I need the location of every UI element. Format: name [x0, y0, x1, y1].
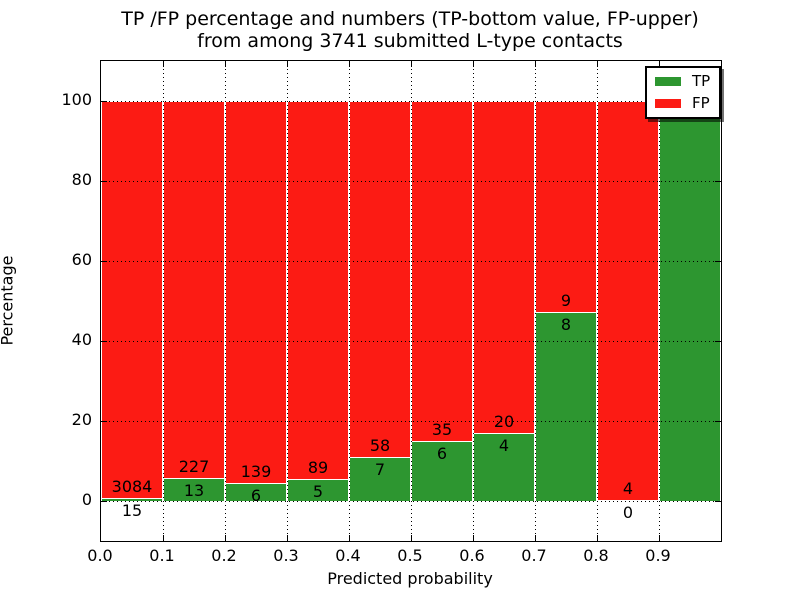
fp-bar-segment — [225, 101, 287, 485]
legend-item-tp: TP — [655, 73, 710, 90]
x-tick-label: 0.4 — [335, 546, 361, 565]
fp-count-label: 9 — [560, 290, 572, 310]
x-tick-mark — [224, 535, 226, 541]
legend: TP FP — [645, 66, 722, 119]
fp-bar-segment — [163, 101, 225, 480]
x-tick-label: 0.7 — [521, 546, 547, 565]
legend-label-tp: TP — [692, 72, 711, 90]
gridline-vertical — [162, 61, 164, 541]
chart-title-line2: from among 3741 submitted L-type contact… — [197, 30, 623, 52]
x-tick-mark — [596, 61, 598, 67]
tp-count-label: 7 — [374, 459, 386, 479]
y-tick-label: 20 — [71, 410, 92, 429]
y-tick-label: 60 — [71, 250, 92, 269]
tp-bar-segment — [411, 442, 473, 501]
tp-count-label: 8 — [560, 314, 572, 334]
x-tick-mark — [162, 535, 164, 541]
y-tick-mark — [715, 420, 721, 422]
x-tick-mark — [472, 535, 474, 541]
x-axis-label: Predicted probability — [327, 569, 493, 588]
fp-count-label: 35 — [431, 420, 453, 440]
x-tick-label: 0.0 — [87, 546, 113, 565]
tp-count-label: 5 — [312, 481, 324, 501]
tp-bar-segment — [659, 101, 721, 501]
y-tick-mark — [715, 260, 721, 262]
y-tick-mark — [715, 340, 721, 342]
tp-count-label: 15 — [121, 501, 143, 521]
x-tick-label: 0.8 — [583, 546, 609, 565]
tp-count-label: 4 — [498, 436, 510, 456]
fp-bar-segment — [535, 101, 597, 313]
x-tick-mark — [472, 61, 474, 67]
x-tick-mark — [162, 61, 164, 67]
x-tick-mark — [410, 535, 412, 541]
y-tick-mark — [101, 100, 107, 102]
tp-count-label: 6 — [436, 444, 448, 464]
y-tick-label: 40 — [71, 330, 92, 349]
legend-item-fp: FP — [655, 95, 710, 112]
fp-bar-segment — [473, 101, 535, 435]
fp-swatch-icon — [655, 99, 681, 108]
x-tick-mark — [534, 535, 536, 541]
x-tick-mark — [658, 61, 660, 67]
gridline-vertical — [348, 61, 350, 541]
x-tick-mark — [596, 535, 598, 541]
x-tick-mark — [534, 61, 536, 67]
fp-count-label: 139 — [240, 462, 272, 482]
y-tick-mark — [715, 500, 721, 502]
tp-bar-segment — [535, 312, 597, 501]
fp-bar-segment — [411, 101, 473, 443]
legend-label-fp: FP — [692, 94, 710, 112]
x-tick-label: 0.2 — [211, 546, 237, 565]
y-tick-label: 80 — [71, 170, 92, 189]
gridline-vertical — [286, 61, 288, 541]
gridline-vertical — [658, 61, 660, 541]
x-tick-mark — [348, 61, 350, 67]
x-tick-label: 0.9 — [645, 546, 671, 565]
x-tick-label: 0.5 — [397, 546, 423, 565]
y-tick-mark — [101, 180, 107, 182]
y-tick-mark — [101, 260, 107, 262]
fp-count-label: 20 — [493, 412, 515, 432]
y-tick-mark — [715, 180, 721, 182]
y-axis-label: Percentage — [0, 255, 17, 346]
gridline-vertical — [472, 61, 474, 541]
fp-count-label: 227 — [178, 457, 210, 477]
y-tick-mark — [101, 500, 107, 502]
tp-bar-segment — [473, 434, 535, 501]
plot-area: 308415227131396895587356204984012 — [100, 60, 722, 542]
x-tick-mark — [224, 61, 226, 67]
fp-bar-segment — [101, 101, 163, 500]
x-tick-mark — [410, 61, 412, 67]
fp-bar-segment — [287, 101, 349, 480]
tp-count-label: 6 — [250, 486, 262, 506]
fp-count-label: 3084 — [111, 477, 153, 497]
x-tick-mark — [658, 535, 660, 541]
chart-title: TP /FP percentage and numbers (TP-bottom… — [100, 8, 720, 52]
tp-count-label: 0 — [622, 503, 634, 522]
y-tick-label: 0 — [81, 490, 92, 509]
chart-title-line1: TP /FP percentage and numbers (TP-bottom… — [121, 8, 699, 30]
fp-count-label: 58 — [369, 435, 391, 455]
gridline-vertical — [410, 61, 412, 541]
fp-count-label: 4 — [622, 479, 634, 498]
x-tick-label: 0.1 — [149, 546, 175, 565]
fp-count-label: 89 — [307, 457, 329, 477]
y-tick-mark — [101, 340, 107, 342]
gridline-vertical — [224, 61, 226, 541]
x-tick-label: 0.3 — [273, 546, 299, 565]
tp-swatch-icon — [655, 77, 681, 86]
gridline-vertical — [534, 61, 536, 541]
x-tick-label: 0.6 — [459, 546, 485, 565]
x-tick-mark — [348, 535, 350, 541]
gridline-vertical — [596, 61, 598, 541]
x-tick-mark — [286, 535, 288, 541]
x-tick-mark — [286, 61, 288, 67]
y-tick-label: 100 — [61, 90, 92, 109]
fp-bar-segment — [349, 101, 411, 458]
tp-count-label: 13 — [183, 481, 205, 501]
y-tick-mark — [101, 420, 107, 422]
